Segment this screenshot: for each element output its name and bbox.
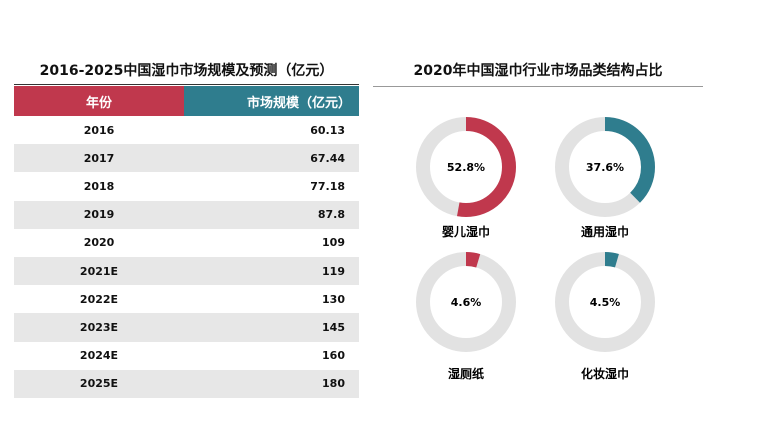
- donut-value-label: 4.6%: [451, 296, 482, 309]
- table-row: 2023E 145: [14, 313, 359, 342]
- donut-4: 4.5% 化妆湿巾: [555, 252, 655, 381]
- row-value: 180: [322, 377, 345, 391]
- row-year: 2024E: [79, 349, 119, 363]
- donut-value-label: 4.5%: [590, 296, 621, 309]
- table-row: 2025E 180: [14, 369, 359, 398]
- row-value: 119: [322, 264, 345, 278]
- donut-value-label: 37.6%: [586, 161, 624, 174]
- row-value: 87.8: [317, 208, 345, 222]
- row-year: 2018: [83, 179, 115, 193]
- table-row: 2018 77.18: [14, 172, 359, 200]
- donut-slice: [416, 117, 516, 217]
- row-year: 2019: [83, 208, 115, 222]
- table-row: 2017 67.44: [14, 144, 359, 173]
- row-year: 2023E: [79, 320, 119, 334]
- donut-1: 52.8% 婴儿湿巾: [416, 117, 516, 239]
- row-year: 2022E: [79, 292, 119, 306]
- table-row: 2022E 130: [14, 285, 359, 313]
- row-value: 67.44: [310, 151, 345, 165]
- donut-category-label: 湿厕纸: [448, 366, 484, 381]
- row-value: 130: [322, 292, 345, 306]
- row-year: 2020: [83, 236, 115, 250]
- donut-slice: [416, 252, 516, 352]
- donut-slice: [555, 252, 655, 352]
- table-title: 2016-2025中国湿巾市场规模及预测（亿元）: [39, 63, 334, 79]
- row-year: 2016: [83, 123, 115, 137]
- table-row: 2019 87.8: [14, 200, 359, 229]
- row-value: 60.13: [310, 123, 345, 137]
- table-row: 2024E 160: [14, 342, 359, 370]
- donut-3: 4.6% 湿厕纸: [416, 252, 516, 381]
- table-row: 2020 109: [14, 229, 359, 257]
- table-title-rule: [14, 84, 359, 85]
- table-header: 年份 市场规模（亿元）: [14, 86, 359, 116]
- table-row: 2016 60.13: [14, 116, 359, 144]
- row-value: 145: [322, 320, 345, 334]
- donut-title: 2020年中国湿巾行业市场品类结构占比: [413, 63, 663, 79]
- row-year: 2017: [83, 151, 115, 165]
- row-year: 2025E: [79, 377, 119, 391]
- donut-slice: [555, 117, 655, 217]
- row-value: 160: [322, 349, 345, 363]
- row-value: 109: [322, 236, 345, 250]
- row-value: 77.18: [310, 179, 345, 193]
- donut-category-label: 婴儿湿巾: [442, 224, 490, 239]
- header-market-size: 市场规模（亿元）: [184, 86, 359, 116]
- table-row: 2021E 119: [14, 256, 359, 286]
- donut-2: 37.6% 通用湿巾: [555, 117, 655, 239]
- donut-title-rule: [373, 86, 703, 87]
- donut-value-label: 52.8%: [447, 161, 485, 174]
- donut-category-label: 通用湿巾: [581, 224, 629, 239]
- market-size-table: 年份 市场规模（亿元） 2016 60.13 2017 67.44 2018 77.1…: [14, 86, 359, 398]
- donut-category-label: 化妆湿巾: [581, 366, 629, 381]
- row-year: 2021E: [79, 264, 119, 278]
- header-year: 年份: [14, 86, 184, 116]
